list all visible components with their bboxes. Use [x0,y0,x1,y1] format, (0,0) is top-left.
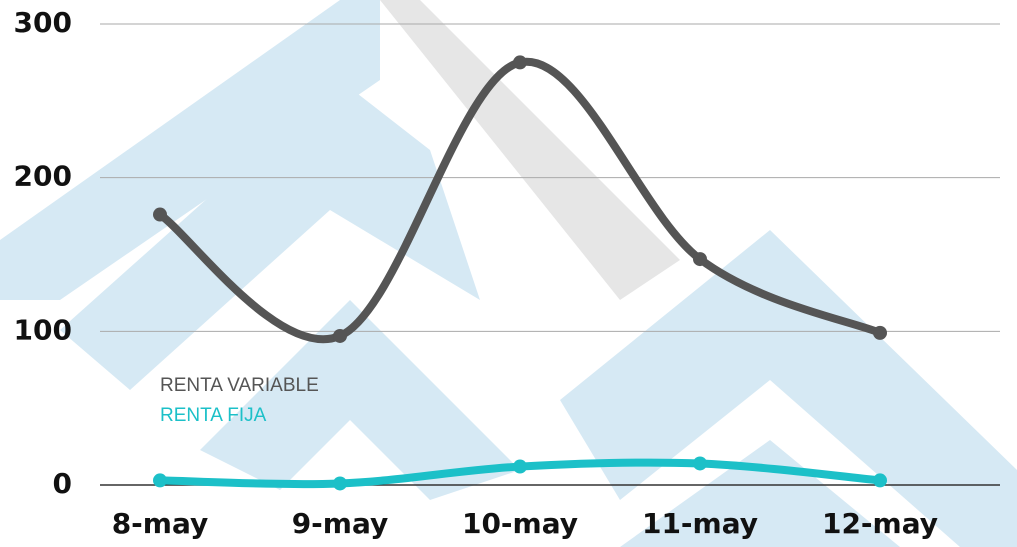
watermark-shape [60,80,480,390]
data-point [333,328,347,343]
legend-entry: RENTA FIJA [160,405,267,426]
legend-entry: RENTA VARIABLE [160,375,319,396]
data-point [693,456,707,471]
x-tick-label: 10-may [462,507,578,540]
data-point [873,473,887,488]
data-point [873,325,887,340]
data-point [693,252,707,267]
watermark-shape [200,300,520,500]
x-tick-label: 8-may [112,507,209,540]
data-point [153,207,167,222]
x-tick-label: 9-may [292,507,389,540]
data-point [153,473,167,488]
watermark-shape [0,0,380,300]
y-tick-label: 300 [14,6,72,39]
data-point [513,459,527,474]
y-tick-label: 0 [53,467,72,500]
watermark-shape [380,0,680,300]
x-tick-label: 11-may [642,507,758,540]
y-tick-label: 100 [14,313,72,346]
data-point [513,55,527,70]
series-line [156,57,884,344]
y-tick-label: 200 [14,160,72,193]
watermark-shape [560,230,1017,547]
x-tick-label: 12-may [822,507,938,540]
watermark-shape [620,440,900,547]
data-point [333,476,347,491]
